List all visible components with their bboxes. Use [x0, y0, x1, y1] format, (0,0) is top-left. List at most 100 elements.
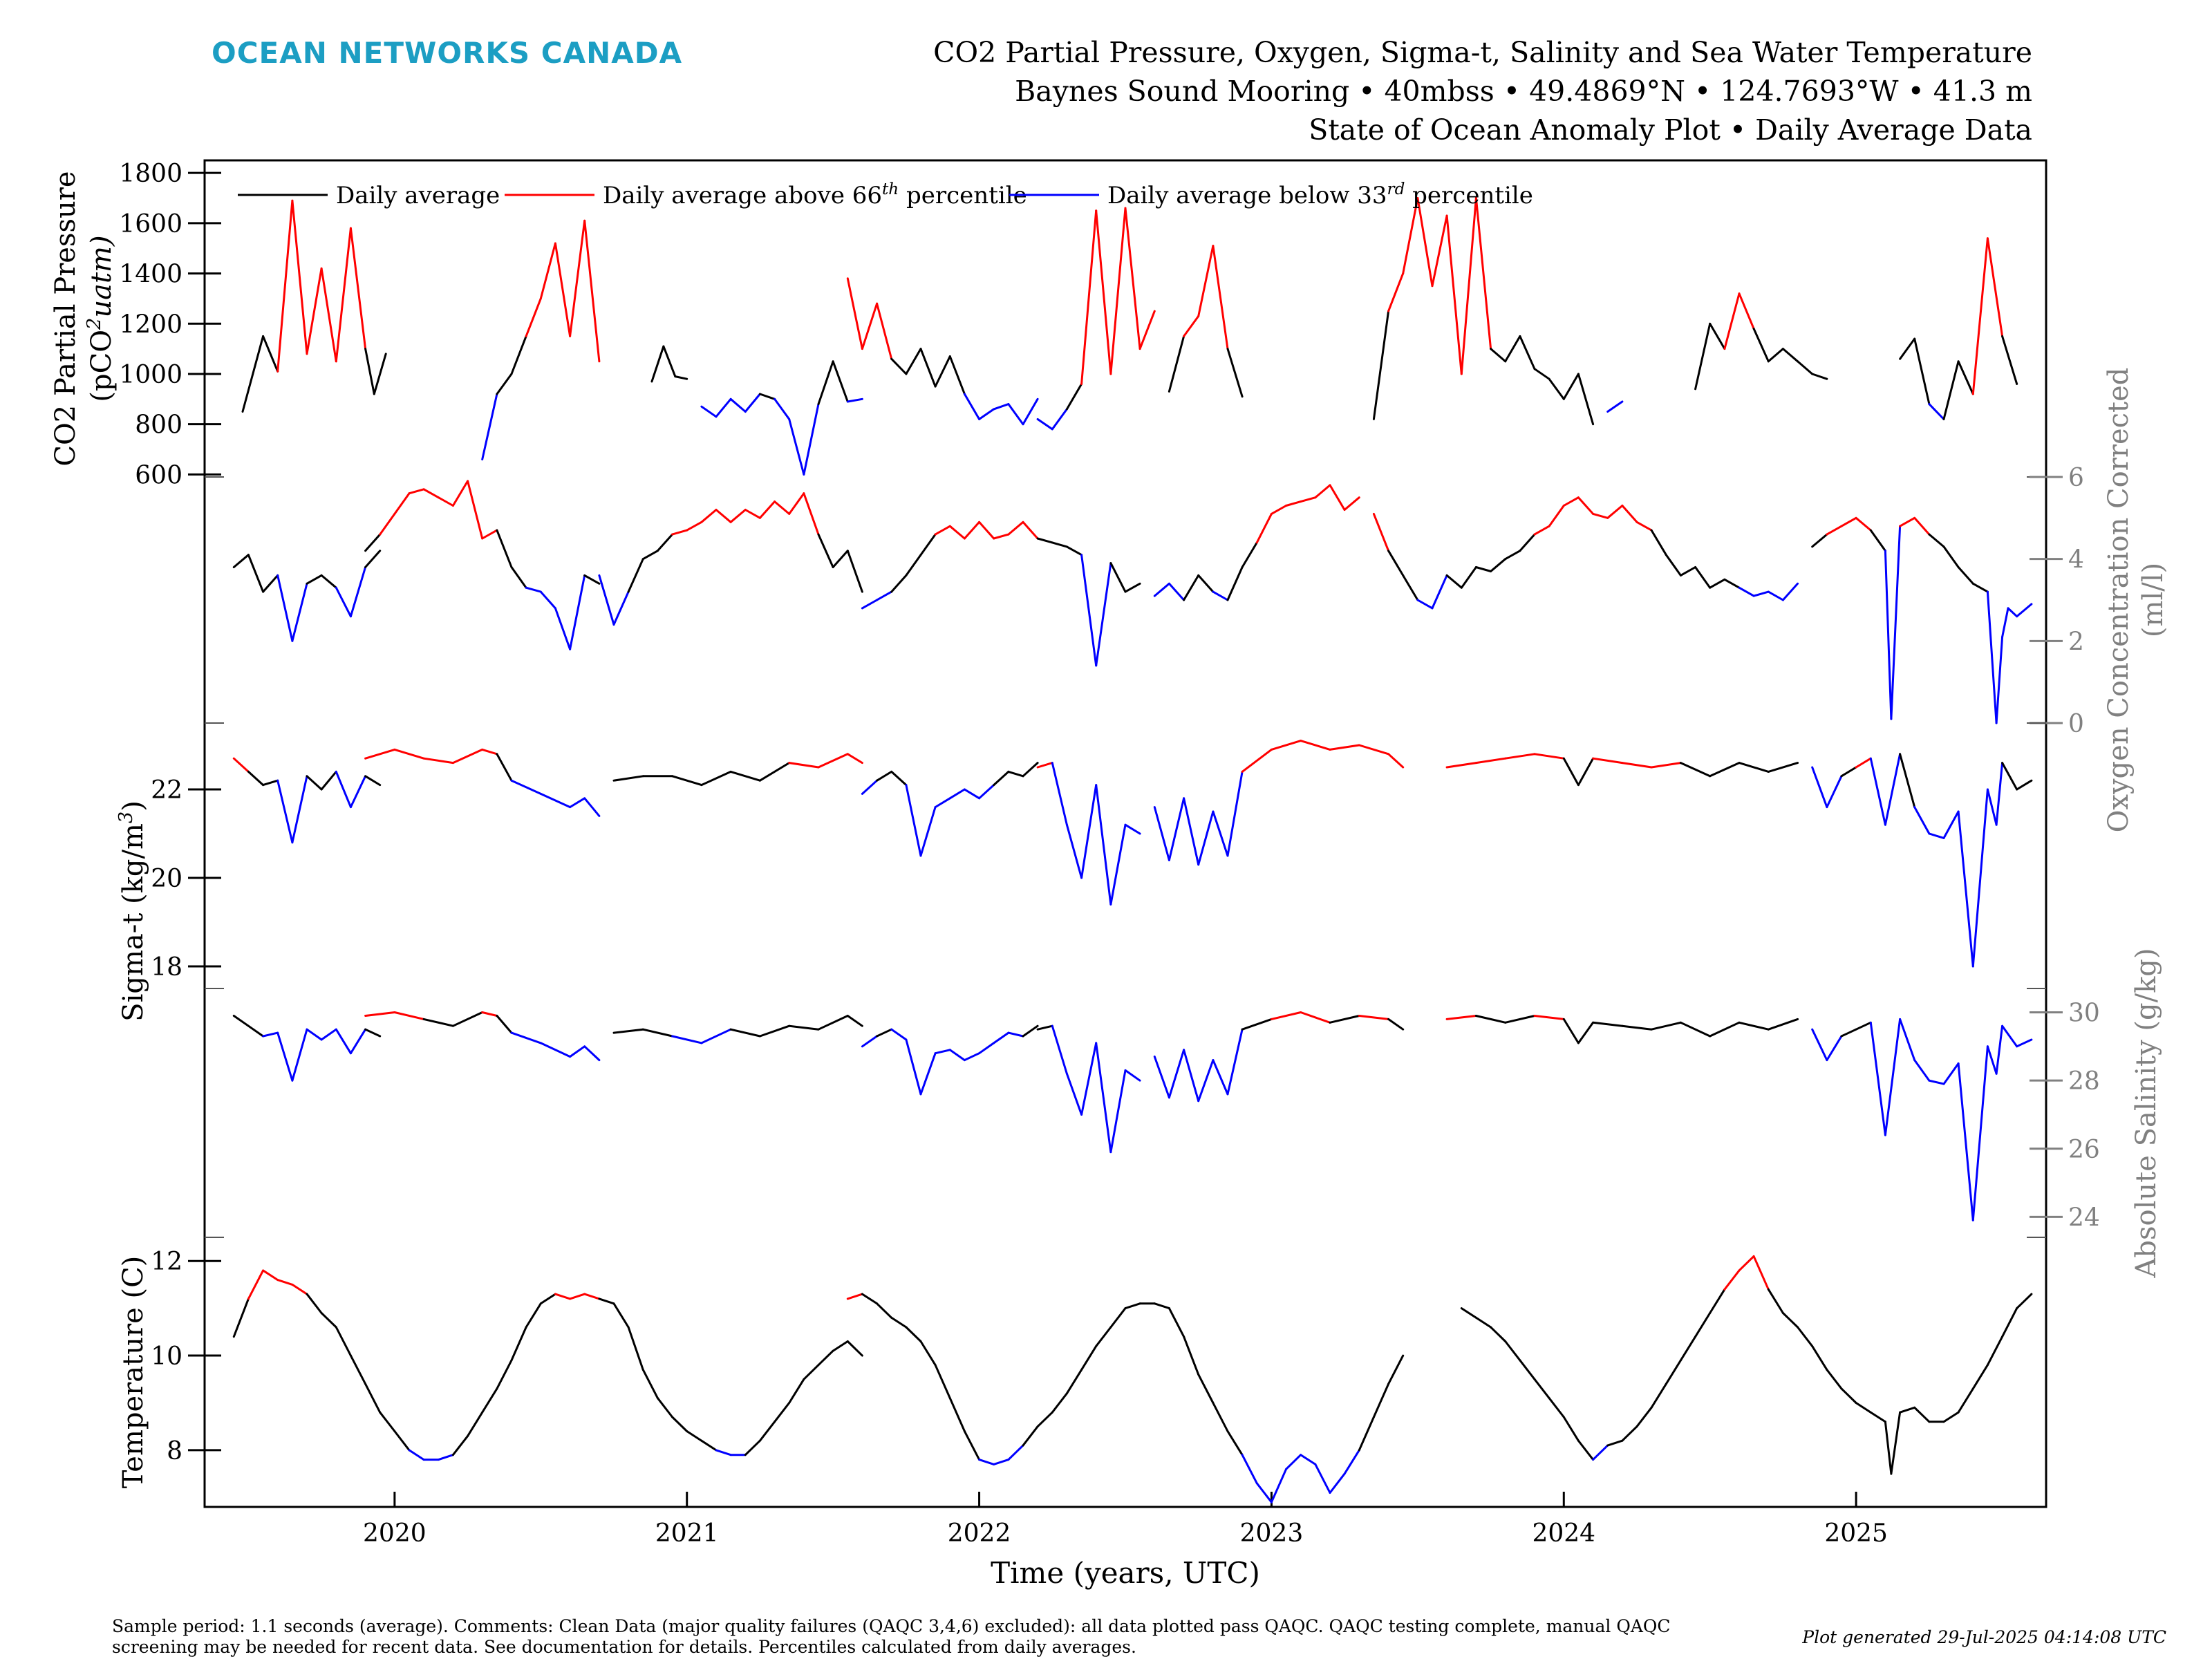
series-line-co2 [1928, 403, 1945, 420]
series-line-salinity [861, 1035, 879, 1048]
series-line-oxygen [1504, 550, 1521, 561]
series-line-temperature [1767, 1288, 1784, 1314]
y-tick-label: 1800 [119, 160, 182, 188]
legend-label: Daily average above 66th percentile [603, 180, 1027, 209]
series-line-oxygen [1767, 590, 1784, 601]
series-line-temperature [700, 1439, 718, 1452]
series-line-salinity [1738, 1021, 1770, 1031]
series-line-temperature [496, 1359, 513, 1390]
series-line-sigma [1840, 766, 1857, 778]
series-line-temperature [1752, 1255, 1770, 1291]
series-line-sigma [422, 757, 454, 765]
series-line-temperature [437, 1454, 454, 1461]
series-line-co2 [1431, 214, 1448, 288]
series-line-oxygen [1533, 525, 1550, 536]
series-line-oxygen [451, 480, 469, 507]
series-line-co2 [1957, 360, 1974, 395]
series-line-co2 [1036, 418, 1053, 431]
series-line-co2 [1197, 245, 1215, 317]
y-tick-label: 2 [2068, 628, 2084, 656]
series-line-oxygen [963, 521, 981, 540]
series-line-oxygen [1826, 525, 1843, 536]
chart-title: CO2 Partial Pressure, Oxygen, Sigma-t, S… [933, 36, 2032, 69]
series-line-oxygen [803, 492, 820, 536]
series-line-salinity [1592, 1021, 1624, 1027]
y-tick-label: 30 [2068, 1000, 2100, 1028]
series-line-temperature [1592, 1444, 1609, 1461]
series-line-temperature [1314, 1463, 1331, 1494]
series-line-temperature [1665, 1359, 1682, 1385]
series-line-oxygen [1606, 505, 1624, 519]
series-line-sigma [1124, 823, 1141, 835]
series-line-temperature [1577, 1439, 1595, 1461]
series-line-temperature [803, 1364, 820, 1380]
series-line-co2 [662, 345, 677, 378]
series-line-salinity [1007, 1031, 1024, 1038]
series-line-oxygen [1890, 525, 1902, 720]
series-line-sigma [1095, 784, 1112, 906]
series-line-oxygen [1635, 521, 1653, 532]
y-axis-label: Sigma-t (kg/m3) [115, 800, 150, 1022]
series-line-oxygen [729, 509, 747, 523]
y-tick-label: 10 [151, 1342, 182, 1371]
series-line-oxygen [1124, 582, 1141, 593]
series-line-sigma [1445, 762, 1477, 769]
series-line-oxygen [1884, 550, 1893, 720]
series-line-co2 [890, 357, 908, 375]
series-line-sigma [861, 779, 879, 795]
series-line-oxygen [496, 529, 513, 568]
series-line-temperature [364, 1382, 382, 1414]
series-line-co2 [1138, 310, 1156, 350]
series-line-oxygen [832, 550, 849, 568]
series-line-oxygen [1460, 566, 1477, 589]
series-line-temperature [539, 1293, 556, 1305]
series-line-oxygen [1065, 545, 1083, 556]
series-line-salinity [1995, 1024, 2004, 1075]
series-line-sigma [335, 770, 352, 809]
series-line-salinity [393, 1011, 425, 1020]
series-line-co2 [1124, 207, 1141, 350]
y-tick-label: 18 [151, 953, 182, 982]
series-line-oxygen [846, 550, 863, 593]
series-line-sigma [583, 797, 601, 817]
series-line-temperature [641, 1369, 659, 1400]
series-line-sigma [612, 775, 644, 782]
series-line-oxygen [1650, 529, 1667, 556]
series-line-sigma [1811, 766, 1828, 809]
series-line-temperature [774, 1402, 791, 1423]
series-line-salinity [1153, 1056, 1170, 1099]
series-line-sigma [1065, 823, 1083, 879]
y-tick-label: 600 [135, 461, 182, 489]
series-line-oxygen [1402, 574, 1419, 601]
series-line-temperature [1738, 1255, 1755, 1272]
series-line-salinity [1445, 1015, 1477, 1020]
series-line-oxygen [1314, 484, 1331, 499]
series-line-salinity [1474, 1015, 1507, 1024]
series-line-co2 [1065, 383, 1083, 411]
series-line-sigma [1270, 740, 1302, 751]
series-line-sigma [1562, 757, 1580, 787]
series-line-oxygen [993, 533, 1010, 540]
series-line-salinity [700, 1028, 732, 1044]
series-line-temperature [1694, 1312, 1712, 1338]
series-line-temperature [2016, 1293, 2033, 1310]
series-line-temperature [1986, 1335, 2004, 1367]
series-line-temperature [656, 1397, 674, 1418]
series-line-temperature [1504, 1340, 1521, 1362]
series-line-salinity [612, 1028, 644, 1034]
series-line-co2 [700, 405, 718, 418]
series-line-co2 [650, 345, 665, 383]
series-line-oxygen [1957, 566, 1974, 585]
series-line-co2 [1752, 328, 1770, 363]
series-line-co2 [674, 375, 688, 380]
series-line-oxygen [1562, 496, 1580, 507]
series-line-co2 [788, 418, 805, 476]
series-line-sigma [876, 770, 893, 782]
series-line-temperature [1709, 1288, 1726, 1314]
series-line-co2 [832, 360, 849, 403]
series-line-salinity [758, 1024, 791, 1038]
series-line-oxygen [788, 492, 805, 515]
series-line-oxygen [262, 574, 279, 593]
